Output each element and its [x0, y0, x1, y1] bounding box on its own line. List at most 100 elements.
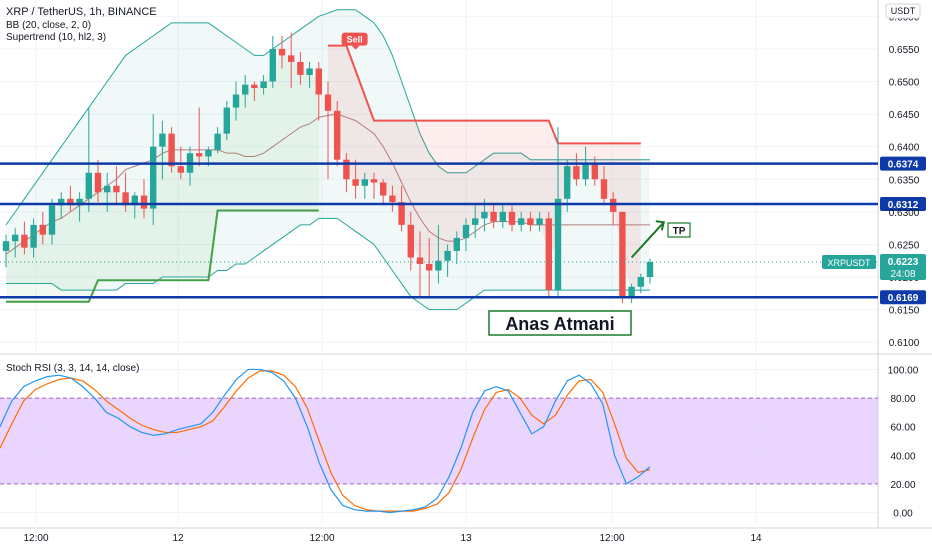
candle-body [177, 166, 184, 173]
time-tick-label: 12:00 [599, 533, 624, 544]
candle [140, 179, 148, 219]
time-tick-label: 14 [750, 533, 762, 544]
currency-button[interactable] [885, 3, 921, 19]
time-tick-label: 13 [460, 533, 472, 544]
candle-body [196, 153, 203, 157]
candle [104, 172, 111, 212]
candle-body [288, 55, 295, 62]
candle [646, 258, 654, 284]
bb-upper-line [5, 9, 650, 226]
candle [462, 218, 470, 251]
candle-body [67, 198, 74, 206]
candle-body [58, 198, 65, 206]
candle [370, 172, 378, 199]
candle-body [536, 218, 543, 225]
candle [67, 185, 74, 212]
candle [297, 52, 304, 85]
price-tick-label: 0.6450 [889, 110, 920, 121]
candle [508, 205, 516, 232]
tp-arrow-head [655, 220, 666, 231]
tp-box [667, 222, 691, 238]
candle-body [150, 146, 157, 209]
candle-body [582, 162, 589, 180]
price-tick-label: 0.6400 [889, 143, 920, 154]
candle [453, 231, 460, 264]
current-price-tag [880, 254, 926, 281]
candle-body [104, 185, 111, 193]
candle-body [306, 68, 313, 75]
candle-body [205, 149, 212, 157]
stoch-k-line [0, 368, 651, 514]
candle-body [39, 224, 46, 235]
rsi-tick-label: 80.00 [890, 394, 915, 405]
candle [352, 159, 359, 199]
candle-body [591, 162, 598, 180]
candle-body [113, 185, 120, 193]
candle-body [315, 68, 322, 95]
price-tick-label: 0.6500 [889, 77, 920, 88]
candle [407, 211, 414, 271]
price-tick-label: 0.6300 [889, 208, 920, 219]
sell-label: Sell [347, 35, 363, 45]
candle [444, 244, 451, 278]
candle-body [518, 218, 525, 225]
candle-body [278, 48, 286, 56]
bb-legend: BB (20, close, 2, 0) [6, 20, 91, 31]
candle [619, 211, 626, 304]
candle-body [573, 166, 580, 180]
level-price-label: 0.6312 [888, 200, 919, 211]
candle-body [30, 224, 37, 248]
candle-body [499, 211, 506, 222]
candle [168, 127, 175, 173]
candle-body [122, 192, 129, 206]
candle-body [251, 84, 258, 88]
candle [21, 221, 28, 255]
candle [637, 273, 644, 294]
supertrend-legend: Supertrend (10, hl2, 3) [6, 32, 106, 43]
candle-body [242, 84, 249, 95]
candle [58, 192, 65, 219]
stoch-d-line [0, 370, 651, 512]
candle [628, 283, 635, 304]
level-price-label: 0.6374 [888, 160, 919, 171]
price-tick-label: 0.6550 [889, 45, 920, 56]
candle [196, 107, 203, 167]
candle-body [490, 211, 497, 222]
candle [48, 198, 56, 245]
candle-body [554, 198, 562, 291]
candle [76, 192, 83, 222]
tp-arrow-line [630, 221, 665, 259]
rsi-tick-label: 40.00 [890, 451, 915, 462]
level-price-tag [880, 290, 926, 305]
candle-body [214, 133, 221, 150]
candle [122, 172, 129, 212]
candle-body [398, 202, 405, 225]
rsi-tick-label: 100.00 [888, 365, 919, 376]
candle-body [334, 110, 341, 160]
candle-body [269, 48, 276, 82]
candle [214, 127, 221, 154]
candle [600, 166, 608, 206]
candle [113, 166, 120, 206]
symbol-tag-label: XRPUSDT [827, 258, 871, 268]
candle-body [159, 133, 166, 147]
current-price-label: 0.6223 [888, 257, 919, 268]
candle-body [2, 241, 10, 251]
candle [269, 35, 276, 88]
candle [610, 192, 617, 225]
candle-body [462, 224, 470, 238]
candle-body [140, 195, 148, 209]
candle [260, 74, 267, 95]
candle [251, 81, 258, 102]
candle [85, 107, 92, 212]
candle-body [508, 211, 516, 225]
candle [278, 35, 286, 69]
candle [582, 146, 589, 186]
symbol-tag [822, 255, 876, 270]
candle [343, 153, 350, 193]
sell-marker [341, 32, 368, 46]
candle-body [453, 237, 460, 251]
candle [426, 237, 433, 297]
candle [554, 127, 562, 297]
